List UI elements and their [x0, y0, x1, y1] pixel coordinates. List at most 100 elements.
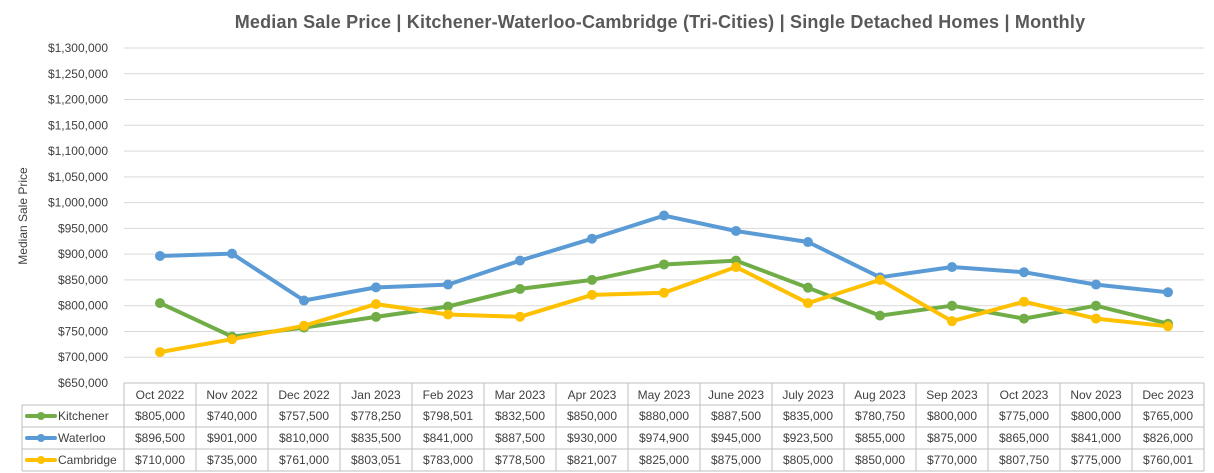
data-point-kitchener [1019, 313, 1029, 324]
y-tick-label: $850,000 [58, 273, 108, 287]
data-point-kitchener [947, 300, 957, 311]
data-point-kitchener [803, 282, 813, 293]
table-cell-value: $901,000 [207, 431, 257, 445]
table-cell-value: $841,000 [423, 431, 473, 445]
x-category-label: Dec 2023 [1142, 388, 1194, 402]
table-cell-value: $710,000 [135, 453, 185, 467]
data-point-cambridge [803, 298, 813, 309]
x-category-label: Feb 2023 [423, 388, 474, 402]
y-tick-label: $1,000,000 [48, 196, 108, 210]
data-point-cambridge [875, 274, 885, 285]
table-cell-value: $896,500 [135, 431, 185, 445]
table-cell-value: $800,000 [1071, 409, 1121, 423]
table-cell-value: $761,000 [279, 453, 329, 467]
x-category-label: Oct 2023 [1000, 388, 1049, 402]
data-point-cambridge [443, 309, 453, 320]
table-cell-value: $765,000 [1143, 409, 1193, 423]
data-point-cambridge [947, 316, 957, 327]
table-cell-value: $800,000 [927, 409, 977, 423]
x-category-label: Sep 2023 [926, 388, 978, 402]
x-category-label: Nov 2022 [206, 388, 258, 402]
table-cell-value: $832,500 [495, 409, 545, 423]
y-tick-label: $1,050,000 [48, 170, 108, 184]
table-cell-value: $775,000 [1071, 453, 1121, 467]
x-category-label: Aug 2023 [854, 388, 906, 402]
data-point-cambridge [155, 347, 165, 358]
data-point-cambridge [1163, 321, 1173, 332]
data-point-waterloo [947, 262, 957, 273]
table-cell-value: $850,000 [855, 453, 905, 467]
legend-label-waterloo: Waterloo [58, 431, 106, 445]
table-cell-value: $778,500 [495, 453, 545, 467]
data-point-waterloo [587, 233, 597, 244]
data-table: Oct 2022 Nov 2022 Dec 2022 Jan 2023 Feb 2023… [21, 382, 1205, 472]
data-point-cambridge [731, 262, 741, 273]
data-point-waterloo [443, 279, 453, 290]
chart-title: Median Sale Price | Kitchener-Waterloo-C… [234, 12, 1086, 32]
data-point-cambridge [1019, 296, 1029, 307]
data-point-waterloo [731, 225, 741, 236]
data-point-kitchener [155, 298, 165, 309]
data-point-kitchener [443, 301, 453, 312]
data-point-cambridge [515, 311, 525, 322]
table-cell-value: $740,000 [207, 409, 257, 423]
table-cell-value: $775,000 [999, 409, 1049, 423]
data-point-cambridge [659, 287, 669, 298]
y-tick-label: $650,000 [58, 376, 108, 390]
y-tick-label: $900,000 [58, 247, 108, 261]
table-cell-value: $826,000 [1143, 431, 1193, 445]
data-point-cambridge [371, 299, 381, 310]
data-point-waterloo [1091, 279, 1101, 290]
x-category-label: Apr 2023 [568, 388, 617, 402]
y-axis-ticks: $650,000 $700,000 $750,000 $800,000 $850,000… [48, 41, 108, 390]
x-category-label: Dec 2022 [278, 388, 330, 402]
table-cell-value: $841,000 [1071, 431, 1121, 445]
table-cell-value: $805,000 [783, 453, 833, 467]
data-point-cambridge [299, 320, 309, 331]
table-cell-value: $835,500 [351, 431, 401, 445]
data-point-kitchener [875, 310, 885, 321]
y-tick-label: $700,000 [58, 350, 108, 364]
y-tick-label: $1,200,000 [48, 93, 108, 107]
legend-marker-kitchener [37, 412, 45, 420]
table-cell-value: $778,250 [351, 409, 401, 423]
table-cell-value: $821,007 [567, 453, 617, 467]
data-point-cambridge [587, 289, 597, 300]
x-category-label: July 2023 [782, 388, 834, 402]
data-point-waterloo [1163, 287, 1173, 298]
table-cell-value: $855,000 [855, 431, 905, 445]
data-point-waterloo [1019, 267, 1029, 278]
data-point-waterloo [803, 237, 813, 248]
table-cell-value: $810,000 [279, 431, 329, 445]
table-cell-value: $757,500 [279, 409, 329, 423]
x-category-label: Nov 2023 [1070, 388, 1122, 402]
table-cell-value: $887,500 [495, 431, 545, 445]
table-cell-value: $875,000 [711, 453, 761, 467]
table-cell-value: $760,001 [1143, 453, 1193, 467]
y-tick-label: $750,000 [58, 324, 108, 338]
table-cell-value: $945,000 [711, 431, 761, 445]
legend-marker-cambridge [37, 456, 45, 464]
table-cell-value: $807,750 [999, 453, 1049, 467]
data-point-cambridge [227, 334, 237, 345]
series-points [155, 210, 1173, 358]
y-tick-label: $800,000 [58, 299, 108, 313]
table-cell-value: $780,750 [855, 409, 905, 423]
table-cell-value: $835,000 [783, 409, 833, 423]
table-cell-value: $887,500 [711, 409, 761, 423]
table-cell-value: $805,000 [135, 409, 185, 423]
table-cell-value: $850,000 [567, 409, 617, 423]
data-point-kitchener [659, 259, 669, 270]
data-point-waterloo [371, 282, 381, 293]
data-point-waterloo [227, 248, 237, 259]
y-axis-label: Median Sale Price [16, 167, 30, 265]
legend-label-kitchener: Kitchener [58, 409, 109, 423]
table-cell-value: $974,900 [639, 431, 689, 445]
data-point-waterloo [515, 255, 525, 266]
x-category-label: Jan 2023 [351, 388, 401, 402]
x-category-label: Mar 2023 [495, 388, 546, 402]
table-cell-value: $803,051 [351, 453, 401, 467]
y-tick-label: $1,300,000 [48, 41, 108, 55]
table-cell-value: $875,000 [927, 431, 977, 445]
